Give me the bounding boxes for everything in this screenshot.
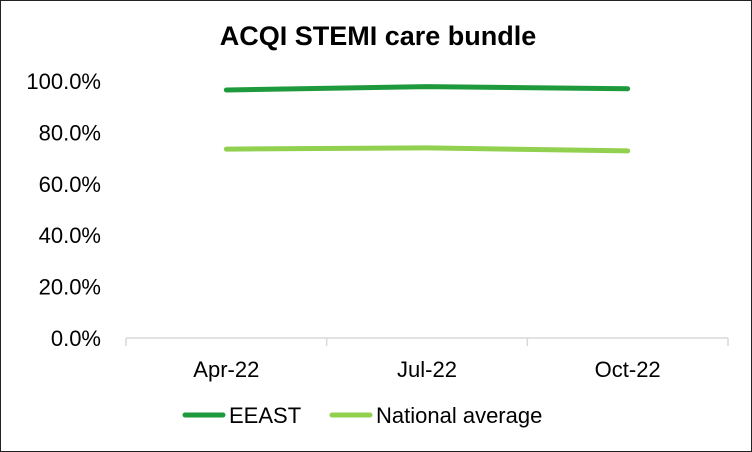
legend-label: EEAST bbox=[229, 403, 301, 428]
y-tick-label: 100.0% bbox=[26, 69, 101, 94]
y-tick-label: 40.0% bbox=[39, 223, 101, 248]
y-tick-label: 60.0% bbox=[39, 172, 101, 197]
y-tick-label: 20.0% bbox=[39, 275, 101, 300]
y-axis: 0.0% 20.0% 40.0% 60.0% 80.0% 100.0% bbox=[26, 69, 101, 351]
chart-title: ACQI STEMI care bundle bbox=[220, 21, 537, 51]
x-tick-label: Jul-22 bbox=[397, 357, 457, 382]
x-tick-label: Oct-22 bbox=[595, 357, 661, 382]
y-tick-label: 0.0% bbox=[51, 326, 101, 351]
legend-label: National average bbox=[376, 403, 542, 428]
series-lines bbox=[223, 84, 631, 154]
y-tick-label: 80.0% bbox=[39, 120, 101, 145]
legend: EEAST National average bbox=[182, 403, 542, 428]
x-axis: Apr-22 Jul-22 Oct-22 bbox=[125, 337, 729, 382]
x-tick-label: Apr-22 bbox=[193, 357, 259, 382]
series-line-national-average bbox=[223, 145, 631, 154]
series-line-eeast bbox=[223, 84, 631, 93]
